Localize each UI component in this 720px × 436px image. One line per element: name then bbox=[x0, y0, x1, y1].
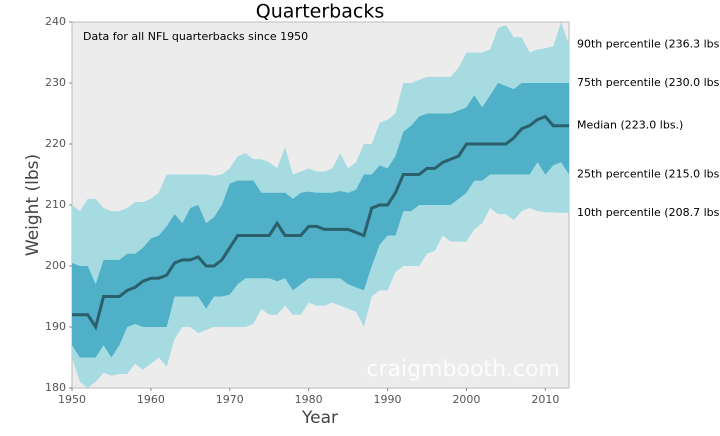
chart-title: Quarterbacks bbox=[256, 1, 384, 23]
series-label: 75th percentile (230.0 lbs.) bbox=[577, 76, 720, 89]
series-label: 25th percentile (215.0 lbs.) bbox=[577, 168, 720, 181]
median-line bbox=[72, 114, 569, 331]
y-axis-label: Weight (lbs) bbox=[23, 154, 43, 256]
series-label: 90th percentile (236.3 lbs.) bbox=[577, 38, 720, 51]
series-label: Median (223.0 lbs.) bbox=[577, 119, 683, 132]
y-tick-label: 220 bbox=[45, 137, 66, 150]
y-tick-label: 190 bbox=[45, 320, 66, 333]
x-tick-label: 2000 bbox=[452, 393, 480, 406]
series-label: 10th percentile (208.7 lbs.) bbox=[577, 206, 720, 219]
watermark: craigmbooth.com bbox=[366, 357, 560, 382]
x-tick-label: 1950 bbox=[58, 393, 86, 406]
x-tick-label: 1960 bbox=[137, 393, 165, 406]
y-tick-label: 210 bbox=[45, 198, 66, 211]
x-tick-label: 1980 bbox=[295, 393, 323, 406]
percentile-band bbox=[72, 83, 569, 358]
y-tick-label: 240 bbox=[45, 15, 66, 28]
y-tick-label: 230 bbox=[45, 76, 66, 89]
x-axis-label: Year bbox=[301, 408, 338, 428]
annotation: Data for all NFL quarterbacks since 1950 bbox=[83, 30, 308, 43]
y-tick-label: 200 bbox=[45, 259, 66, 272]
x-tick-label: 2010 bbox=[531, 393, 559, 406]
x-tick-label: 1970 bbox=[216, 393, 244, 406]
x-tick-label: 1990 bbox=[374, 393, 402, 406]
y-tick-label: 180 bbox=[45, 381, 66, 394]
